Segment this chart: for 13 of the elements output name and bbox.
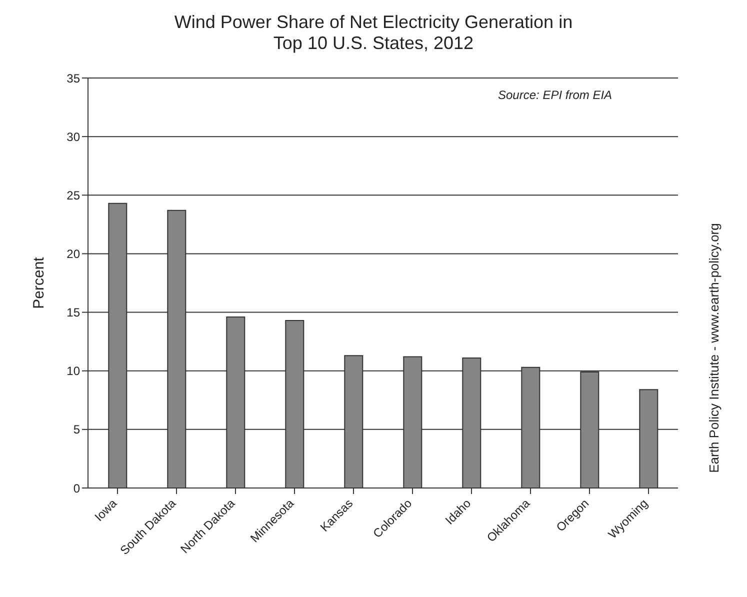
text: Earth Policy Institute - www.earth-policy.org — [706, 223, 722, 473]
y-tick-label: 10 — [66, 364, 80, 378]
y-tick-label: 5 — [73, 422, 80, 437]
y-tick-label: 0 — [73, 481, 80, 496]
chart-title: Wind Power Share of Net Electricity Generation in Top 10 U.S. States, 2012 — [173, 11, 574, 54]
y-tick-label: 20 — [66, 246, 80, 261]
annotation: Source: EPI from EIA — [498, 88, 612, 102]
y-tick-label: 30 — [66, 130, 80, 144]
y-tick-label: 15 — [66, 306, 80, 320]
y-axis-title: Percent — [30, 256, 48, 309]
y-tick-label: 35 — [66, 71, 80, 86]
x-tick-label: Iowa — [92, 496, 120, 524]
y-tick-label: 25 — [66, 188, 80, 202]
